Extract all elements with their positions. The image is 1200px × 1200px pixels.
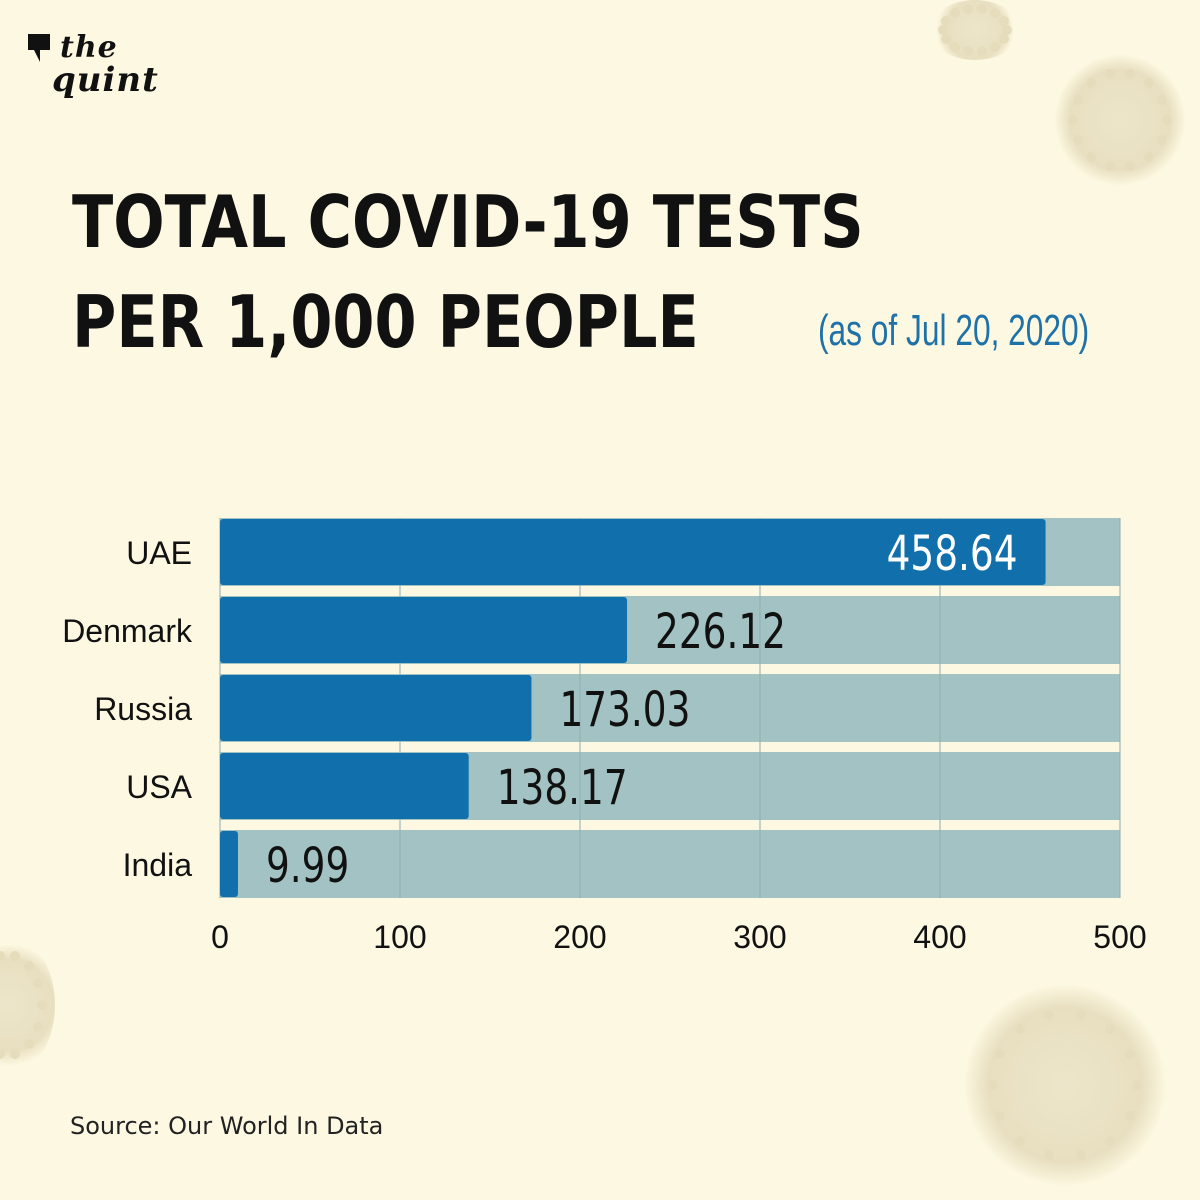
- chart-subtitle: (as of Jul 20, 2020): [818, 306, 1090, 355]
- x-tick-label: 200: [553, 919, 606, 955]
- virus-spike: [1043, 1150, 1054, 1161]
- virus-spike: [1072, 135, 1083, 146]
- virus-spike: [1104, 1136, 1115, 1147]
- bar: [220, 831, 238, 897]
- virus-spike: [949, 8, 960, 19]
- virus-spike: [937, 25, 948, 35]
- category-label: Denmark: [62, 613, 193, 649]
- source-note: Source: Our World In Data: [70, 1112, 384, 1140]
- virus-spike: [1144, 151, 1155, 162]
- chart-title-line1: TOTAL COVID-19 TESTS: [72, 180, 864, 264]
- virus-spike: [977, 3, 988, 14]
- virus-spike: [23, 1039, 34, 1050]
- virus-spike: [1104, 1023, 1115, 1034]
- virus-spike: [1125, 69, 1136, 80]
- bar: [220, 597, 628, 663]
- virus-spike: [999, 34, 1010, 45]
- virus-spike: [33, 978, 44, 989]
- virus-spike: [949, 41, 960, 52]
- virus-illustration-top-small: [930, 0, 1020, 60]
- x-tick-label: 0: [211, 919, 229, 955]
- bar: [220, 753, 469, 819]
- value-label: 458.64: [887, 527, 1018, 583]
- virus-spike: [10, 950, 21, 961]
- virus-spike: [988, 1080, 998, 1090]
- virus-spike: [1076, 1009, 1087, 1020]
- brand-logo: the quint: [26, 30, 159, 100]
- virus-spike: [940, 34, 951, 45]
- virus-spike: [1015, 1023, 1026, 1034]
- virus-spike: [1157, 94, 1168, 105]
- bar-chart: UAE 458.64 Denmark 226.12 Russia 173.03 USA 138…: [62, 518, 1147, 955]
- virus-spike: [1125, 160, 1136, 171]
- category-label: USA: [126, 769, 192, 805]
- virus-spike: [0, 1049, 5, 1060]
- virus-spike: [1157, 135, 1168, 146]
- virus-spike: [999, 15, 1010, 26]
- brand-line2: quint: [52, 60, 159, 100]
- x-tick-label: 500: [1093, 919, 1146, 955]
- chart-title-line2: PER 1,000 PEOPLE: [72, 280, 699, 364]
- virus-spike: [1124, 1048, 1135, 1059]
- x-tick-label: 100: [373, 919, 426, 955]
- virus-spike: [1104, 69, 1115, 80]
- virus-spike: [990, 41, 1001, 52]
- virus-spike: [962, 3, 973, 14]
- virus-spike: [1085, 151, 1096, 162]
- virus-spike: [990, 8, 1001, 19]
- virus-spike: [995, 1048, 1006, 1059]
- value-label: 173.03: [559, 683, 690, 739]
- category-label: Russia: [94, 691, 192, 727]
- value-label: 226.12: [655, 605, 786, 661]
- virus-spike: [962, 46, 973, 57]
- bar: [220, 519, 1046, 585]
- virus-spike: [995, 1111, 1006, 1122]
- virus-spike: [1124, 1111, 1135, 1122]
- virus-illustration-bottom-right: [965, 985, 1165, 1185]
- virus-spike: [1015, 1136, 1026, 1147]
- x-tick-label: 400: [913, 919, 966, 955]
- virus-spike: [0, 950, 5, 961]
- category-label: India: [123, 847, 193, 883]
- virus-spike: [977, 46, 988, 57]
- virus-spike: [1068, 115, 1079, 125]
- virus-spike: [23, 960, 34, 971]
- virus-illustration-top: [1055, 55, 1185, 185]
- virus-spike: [1076, 1150, 1087, 1161]
- brand-line1: the: [60, 30, 118, 65]
- virus-spike: [33, 1021, 44, 1032]
- value-label: 138.17: [497, 761, 628, 817]
- virus-spike: [1085, 78, 1096, 89]
- virus-spike: [940, 15, 951, 26]
- virus-spike: [1043, 1009, 1054, 1020]
- x-tick-label: 300: [733, 919, 786, 955]
- virus-spike: [1002, 25, 1013, 35]
- virus-spike: [36, 1000, 47, 1010]
- speech-bubble-icon: [26, 32, 52, 62]
- bar: [220, 675, 532, 741]
- virus-spike: [10, 1049, 21, 1060]
- bar-track: [220, 830, 1120, 898]
- virus-spike: [1132, 1080, 1142, 1090]
- virus-spike: [1144, 78, 1155, 89]
- virus-spike: [1072, 94, 1083, 105]
- virus-spike: [1104, 160, 1115, 171]
- value-label: 9.99: [266, 839, 349, 895]
- virus-spike: [1161, 115, 1172, 125]
- category-label: UAE: [126, 535, 192, 571]
